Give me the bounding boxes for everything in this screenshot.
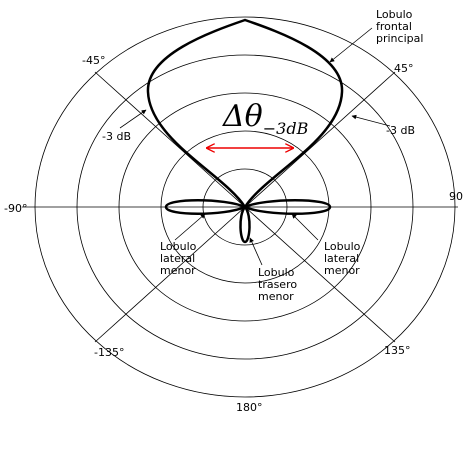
beamwidth-label: Δθ−3dB	[222, 99, 309, 138]
label-line: Lobulo	[324, 240, 361, 253]
minus3db-label: -3 dB	[102, 130, 131, 143]
label-line: frontal	[376, 20, 412, 33]
angle-label: -90°	[4, 202, 27, 215]
back-lobe-label: Lobulo trasero menor	[258, 266, 297, 303]
label-line: principal	[376, 32, 423, 45]
angle-label: -45°	[82, 54, 105, 67]
angle-label: 45°	[394, 62, 414, 75]
label-line: trasero	[258, 278, 297, 291]
label-line: Lobulo	[376, 8, 413, 21]
label-line: menor	[324, 264, 360, 277]
angle-label: 90	[449, 190, 463, 203]
pointer-arrows	[119, 27, 391, 266]
angle-label: 180°	[236, 401, 263, 414]
label-line: Lobulo	[258, 266, 295, 279]
angle-label: -135°	[94, 346, 124, 359]
label-line: lateral	[160, 252, 195, 265]
label-line: Lobulo	[160, 240, 197, 253]
main-lobe-label: Lobulo frontal principal	[376, 8, 423, 45]
label-line: menor	[160, 264, 196, 277]
label-line: lateral	[324, 252, 359, 265]
minus3db-label: -3 dB	[386, 124, 415, 137]
radiation-pattern	[146, 18, 344, 244]
angle-label: 135°	[384, 344, 411, 357]
polar-grid	[22, 16, 458, 398]
side-lobe-label: Lobulo lateral menor	[324, 240, 361, 277]
side-lobe-label: Lobulo lateral menor	[160, 240, 197, 277]
label-line: menor	[258, 290, 294, 303]
